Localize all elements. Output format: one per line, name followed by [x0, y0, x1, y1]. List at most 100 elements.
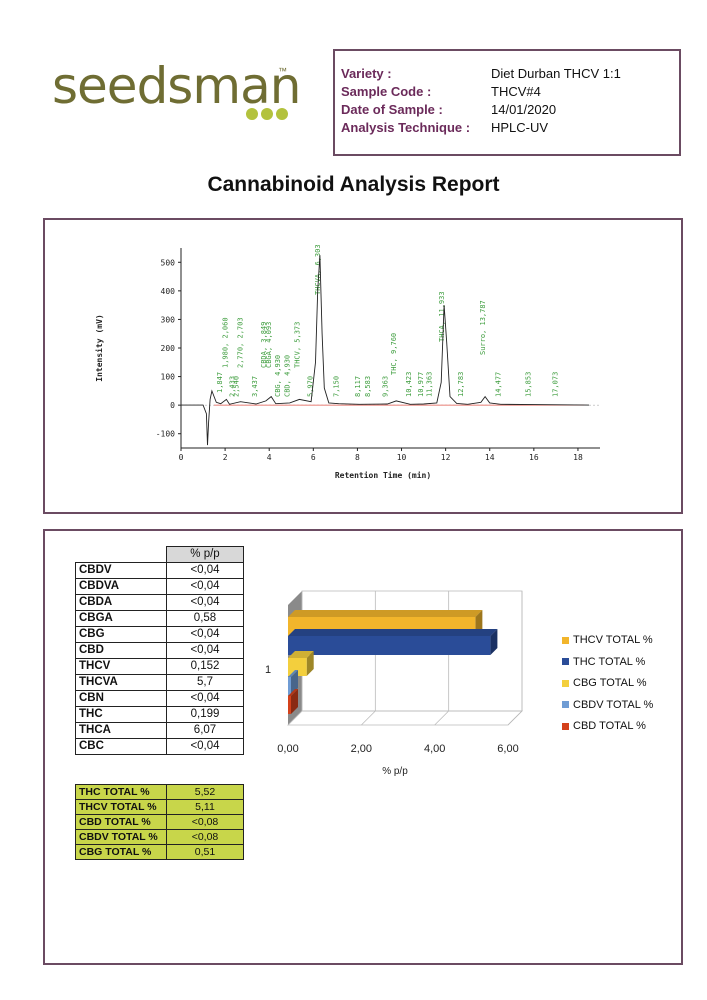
category-label: 1: [265, 664, 271, 676]
peak-label: 10,423: [405, 372, 413, 397]
peak-label: 14,477: [494, 372, 502, 397]
legend-swatch: [562, 722, 569, 730]
legend-item: CBD TOTAL %: [562, 719, 653, 741]
legend-item: CBDV TOTAL %: [562, 698, 653, 720]
peak-label: THCV, 5,373: [293, 322, 301, 368]
peak-label: 10,977: [417, 372, 425, 397]
peak-label: 2,540: [232, 376, 240, 397]
peak-label: 2,770, 2,703: [237, 317, 245, 368]
x-tick-label: 8: [355, 453, 360, 462]
chromatogram-x-axis-label: Retention Time (min): [335, 470, 431, 480]
x-tick-label: 0,00: [277, 743, 298, 755]
bar-top-face: [288, 629, 498, 636]
peak-label: CBGA, 4,093: [265, 322, 273, 368]
bar-chart-legend: THCV TOTAL % THC TOTAL % CBG TOTAL % CBDV T…: [562, 633, 653, 741]
report-title: Cannabinoid Analysis Report: [207, 173, 500, 196]
totals-row: CBD TOTAL % <0,08: [75, 814, 244, 830]
logo-dots-icon: [246, 108, 288, 120]
seedsman-logo: seedsman ™: [52, 54, 312, 126]
x-tick-label: 4: [267, 453, 272, 462]
bar-side-face: [291, 689, 298, 714]
peak-label: 8,117: [354, 376, 362, 397]
bar-cbg-total: [288, 658, 307, 676]
bar-top-face: [288, 651, 314, 658]
peak-label: 1,847: [216, 372, 224, 393]
x-gridline-floor: [434, 710, 449, 726]
chart-floor: [287, 710, 523, 726]
table-row: CBDV <0,04: [75, 562, 244, 579]
x-axis-label: % p/p: [382, 766, 408, 777]
chromatogram-panel: [43, 218, 683, 514]
x-gridline-floor: [507, 710, 523, 726]
legend-swatch: [562, 658, 569, 666]
table-row: CBDVA <0,04: [75, 578, 244, 595]
total-value: 5,52: [166, 784, 244, 800]
bar-side-face: [306, 651, 314, 676]
peak-label: 15,853: [525, 372, 533, 397]
total-value: 5,11: [166, 799, 244, 815]
x-gridline-floor: [287, 710, 303, 726]
peak-label: THC, 9,760: [390, 333, 398, 375]
x-tick-label: 2: [223, 453, 228, 462]
legend-item: CBG TOTAL %: [562, 676, 653, 698]
y-tick-label: 400: [161, 287, 176, 296]
totals-row: THCV TOTAL % 5,11: [75, 799, 244, 815]
cannabinoid-name: CBG: [75, 626, 167, 643]
info-value: Diet Durban THCV 1:1: [491, 66, 621, 81]
total-value: 0,51: [166, 844, 244, 860]
brand-wordmark: seedsman: [52, 57, 301, 115]
total-name: THCV TOTAL %: [75, 799, 167, 815]
legend-label: CBG TOTAL %: [573, 677, 647, 689]
x-tick-label: 6: [311, 453, 316, 462]
y-tick-label: 300: [161, 315, 176, 324]
peak-label: 12,783: [457, 372, 465, 397]
bar-side-face: [291, 670, 298, 695]
x-tick-label: 18: [573, 453, 583, 462]
bar-side-face: [490, 629, 498, 655]
table-row: THC 0,199: [75, 706, 244, 723]
chromatogram-y-axis-label: Intensity (mV): [94, 314, 104, 381]
x-tick-label: 6,00: [497, 743, 518, 755]
totals-row: CBG TOTAL % 0,51: [75, 844, 244, 860]
trademark-symbol: ™: [278, 66, 287, 76]
sample-info-box: Variety : Diet Durban THCV 1:1 Sample Co…: [333, 49, 681, 156]
peak-label: THCVA, 6,303: [314, 244, 322, 295]
legend-swatch: [562, 679, 569, 687]
peak-label: Surro, 13,787: [479, 300, 487, 355]
peak-label: 8,583: [364, 376, 372, 397]
cannabinoid-value: <0,04: [166, 594, 244, 611]
x-gridline-floor: [361, 710, 376, 726]
legend-item: THCV TOTAL %: [562, 633, 653, 655]
peak-label: 3,437: [251, 376, 259, 397]
chromatogram-trace: [181, 255, 590, 446]
results-panel: [43, 529, 683, 965]
peak-label: 17,073: [551, 372, 559, 397]
peak-label: THCA, 11,933: [438, 291, 446, 342]
table-row: CBN <0,04: [75, 690, 244, 707]
bar-top-face: [288, 689, 298, 696]
cannabinoid-name: CBGA: [75, 610, 167, 627]
legend-label: THCV TOTAL %: [573, 634, 653, 646]
peak-label: 2,433: [229, 376, 237, 397]
info-key: Analysis Technique :: [341, 120, 471, 135]
cannabinoid-name: THCV: [75, 658, 167, 675]
bar-top-face: [288, 670, 298, 677]
peak-label: CBG, 4,930: [274, 355, 282, 397]
legend-label: CBDV TOTAL %: [573, 698, 654, 711]
y-tick-label: 0: [170, 401, 175, 410]
info-key: Sample Code :: [341, 84, 432, 99]
legend-swatch: [562, 701, 569, 709]
table-row: THCVA 5,7: [75, 674, 244, 691]
info-key: Variety :: [341, 66, 392, 81]
peak-label: CBDA, 3,849: [260, 322, 268, 368]
x-tick-label: 2,00: [351, 743, 372, 755]
cannabinoid-value: <0,04: [166, 626, 244, 643]
peak-label: 1,980, 2,060: [221, 317, 229, 368]
total-value: <0,08: [166, 829, 244, 845]
totals-row: THC TOTAL % 5,52: [75, 784, 244, 800]
y-tick-label: -100: [156, 430, 175, 439]
cannabinoid-value: <0,04: [166, 738, 244, 755]
x-tick-label: 0: [179, 453, 184, 462]
